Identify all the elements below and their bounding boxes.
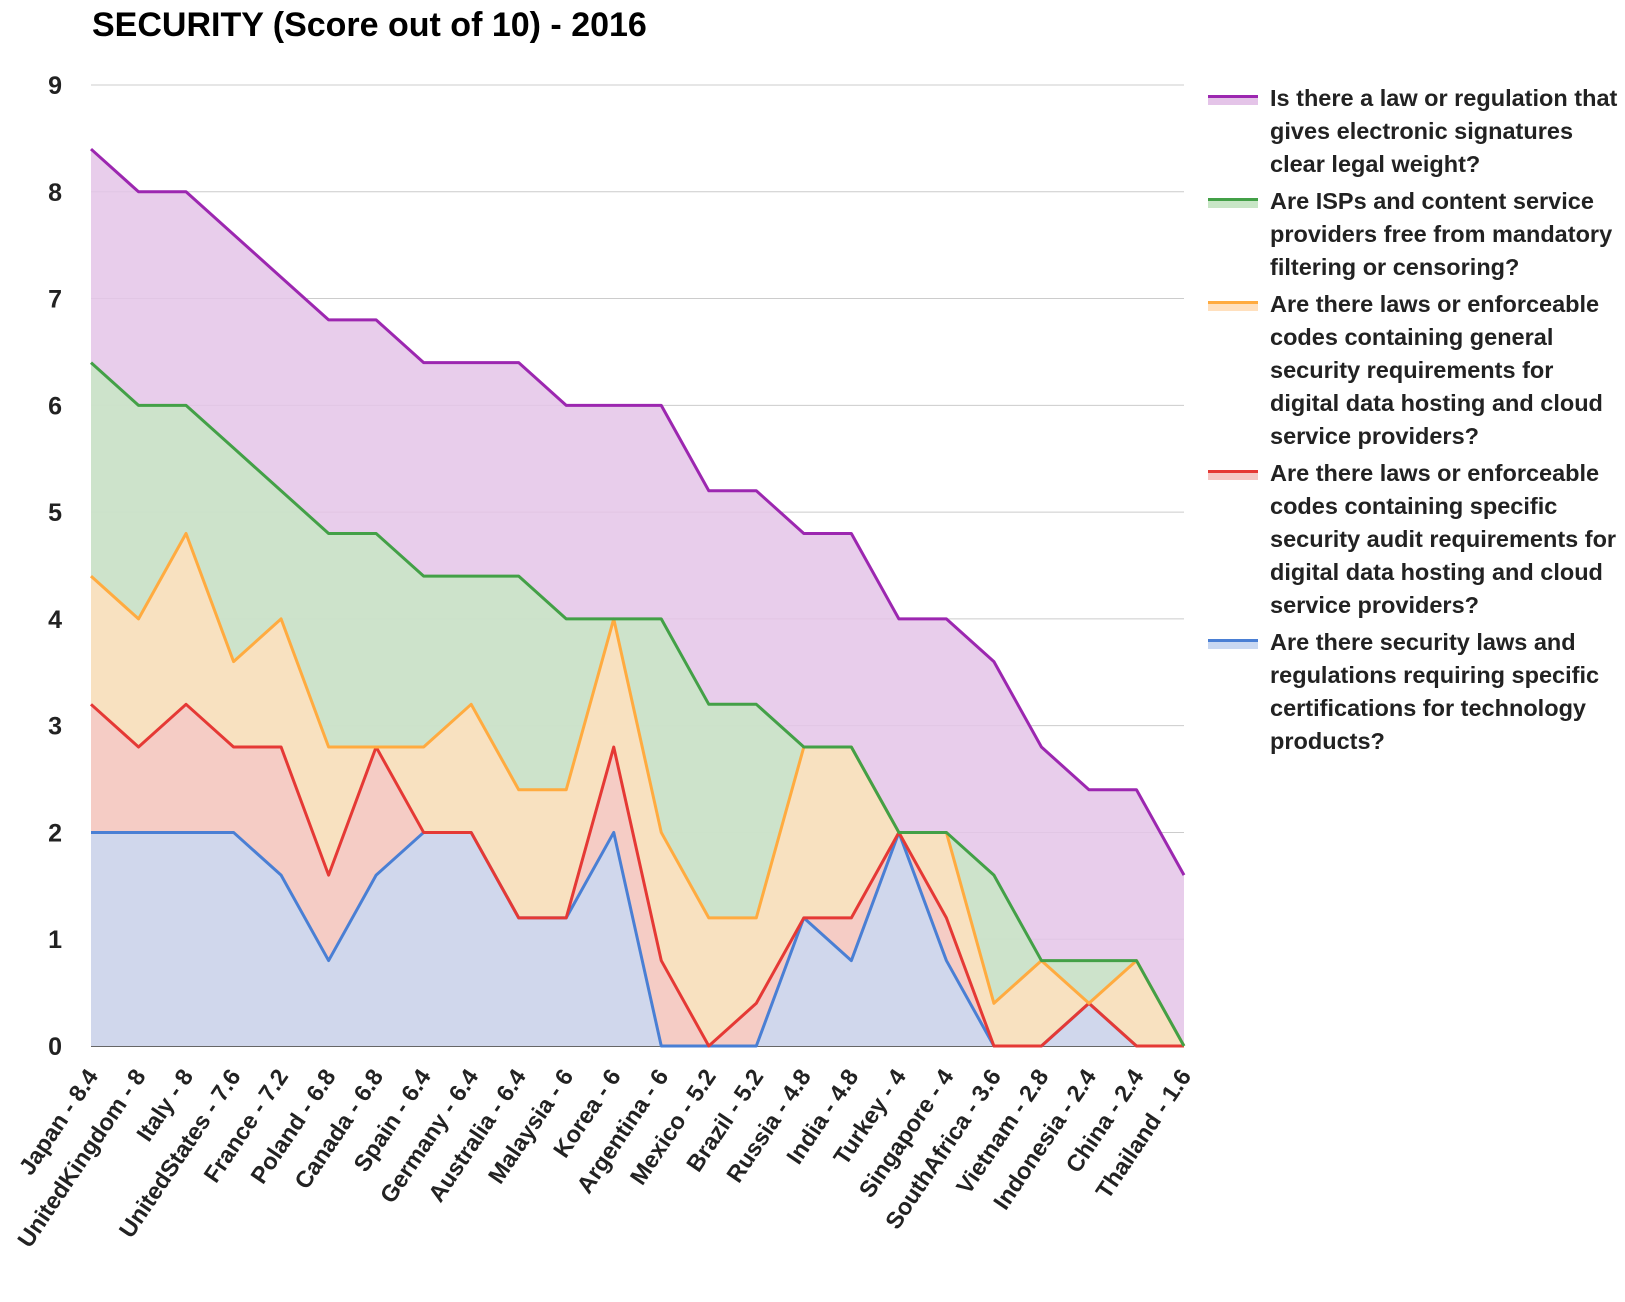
y-tick-label: 6 (48, 392, 62, 420)
y-tick-label: 0 (48, 1033, 62, 1061)
legend-entry: Are there laws or enforceable codes cont… (1208, 457, 1623, 622)
legend-label: Are there laws or enforceable codes cont… (1270, 291, 1603, 449)
y-tick-label: 2 (48, 819, 62, 847)
series-areas (91, 149, 1184, 1047)
legend-swatch (1208, 301, 1258, 311)
series-line (89, 361, 1186, 1047)
legend-swatch (1208, 470, 1258, 480)
legend-entry: Are there security laws and regulations … (1208, 626, 1623, 758)
y-axis: 0 1 2 3 4 5 6 7 8 9 (48, 72, 62, 1061)
legend-entry: Is there a law or regulation that gives … (1208, 82, 1623, 181)
legend: Is there a law or regulation that gives … (1208, 82, 1623, 762)
series-line (89, 531, 1186, 1047)
legend-swatch (1208, 639, 1258, 649)
y-tick-label: 8 (48, 179, 62, 207)
series-line (89, 702, 1184, 1048)
legend-label: Are there laws or enforceable codes cont… (1270, 460, 1617, 618)
legend-swatch (1208, 198, 1258, 208)
legend-swatch (1208, 95, 1258, 105)
y-tick-label: 4 (48, 606, 62, 634)
chart-title: SECURITY (Score out of 10) - 2016 (92, 6, 647, 44)
y-tick-label: 5 (48, 499, 62, 527)
legend-label: Are ISPs and content service providers f… (1270, 188, 1613, 280)
legend-label: Are there security laws and regulations … (1270, 629, 1600, 754)
y-tick-label: 3 (48, 713, 62, 741)
series-lines (89, 147, 1186, 1048)
y-tick-label: 9 (48, 72, 62, 100)
legend-entry: Are there laws or enforceable codes cont… (1208, 288, 1623, 453)
legend-label: Is there a law or regulation that gives … (1270, 85, 1618, 177)
legend-entry: Are ISPs and content service providers f… (1208, 185, 1623, 284)
y-tick-label: 1 (48, 926, 62, 954)
y-tick-label: 7 (48, 286, 62, 314)
series-line (89, 147, 1186, 876)
